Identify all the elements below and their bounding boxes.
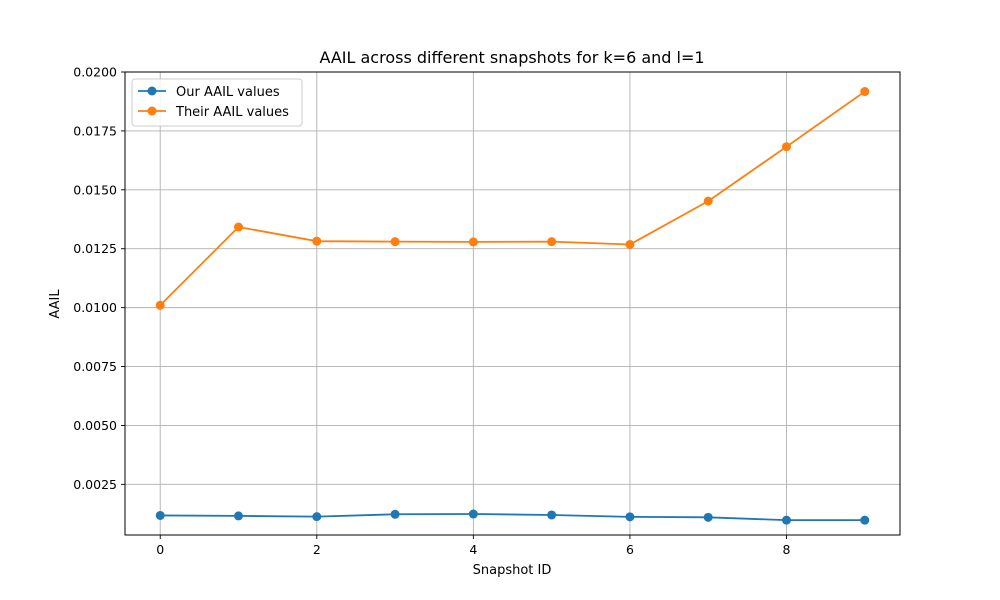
data-point: [390, 237, 400, 247]
x-tick-label: 8: [783, 542, 791, 557]
data-point: [312, 512, 322, 522]
data-point: [547, 510, 557, 520]
y-axis-ticks: 0.0025 0.0050 0.0075 0.0100 0.0125 0.0150 0.01…: [73, 65, 125, 492]
data-point: [860, 515, 870, 525]
data-point: [703, 512, 713, 522]
plot-frame: [124, 71, 901, 536]
data-point: [547, 237, 557, 247]
y-tick-label: 0.0050: [73, 418, 117, 433]
y-tick-label: 0.0150: [73, 182, 117, 197]
series-layer: [155, 87, 870, 525]
data-point: [155, 510, 165, 520]
series-line: [159, 90, 866, 306]
legend-marker-their: [147, 106, 157, 116]
legend-entry-our: Our AAIL values: [138, 85, 280, 100]
legend-marker-our: [147, 86, 157, 96]
x-tick-label: 6: [626, 542, 634, 557]
legend-box: [131, 78, 303, 127]
x-tick-label: 4: [469, 542, 477, 557]
x-tick-label: 2: [313, 542, 321, 557]
x-axis-label: Snapshot ID: [473, 563, 552, 578]
data-point: [625, 239, 635, 249]
data-point: [468, 509, 478, 519]
y-tick-label: 0.0175: [73, 123, 117, 138]
data-point: [234, 511, 244, 521]
y-tick-label: 0.0125: [73, 241, 117, 256]
data-point: [860, 87, 870, 97]
legend-label-our: Our AAIL values: [176, 85, 280, 100]
data-point: [781, 515, 791, 525]
data-point: [234, 222, 244, 232]
series-1: [155, 87, 870, 310]
y-tick-label: 0.0200: [73, 65, 117, 80]
y-tick-label: 0.0075: [73, 359, 117, 374]
data-point: [390, 509, 400, 519]
legend: Our AAIL values Their AAIL values: [131, 78, 303, 127]
y-tick-label: 0.0100: [73, 300, 117, 315]
y-grid: [125, 71, 900, 485]
chart-title: AAIL across different snapshots for k=6 …: [319, 48, 704, 67]
x-grid: [159, 72, 787, 535]
x-tick-label: 0: [156, 542, 164, 557]
data-point: [468, 237, 478, 247]
legend-label-their: Their AAIL values: [175, 105, 289, 120]
legend-entry-their: Their AAIL values: [138, 105, 289, 120]
x-axis-ticks: 0 2 4 6 8: [156, 535, 791, 557]
y-axis-label: AAIL: [48, 289, 63, 319]
data-point: [312, 236, 322, 246]
y-tick-label: 0.0025: [73, 477, 117, 492]
plot-area: [125, 72, 900, 535]
data-point: [625, 512, 635, 522]
data-point: [703, 196, 713, 206]
series-0: [155, 509, 870, 525]
data-point: [781, 142, 791, 152]
series-line: [160, 513, 865, 522]
data-point: [155, 300, 165, 310]
